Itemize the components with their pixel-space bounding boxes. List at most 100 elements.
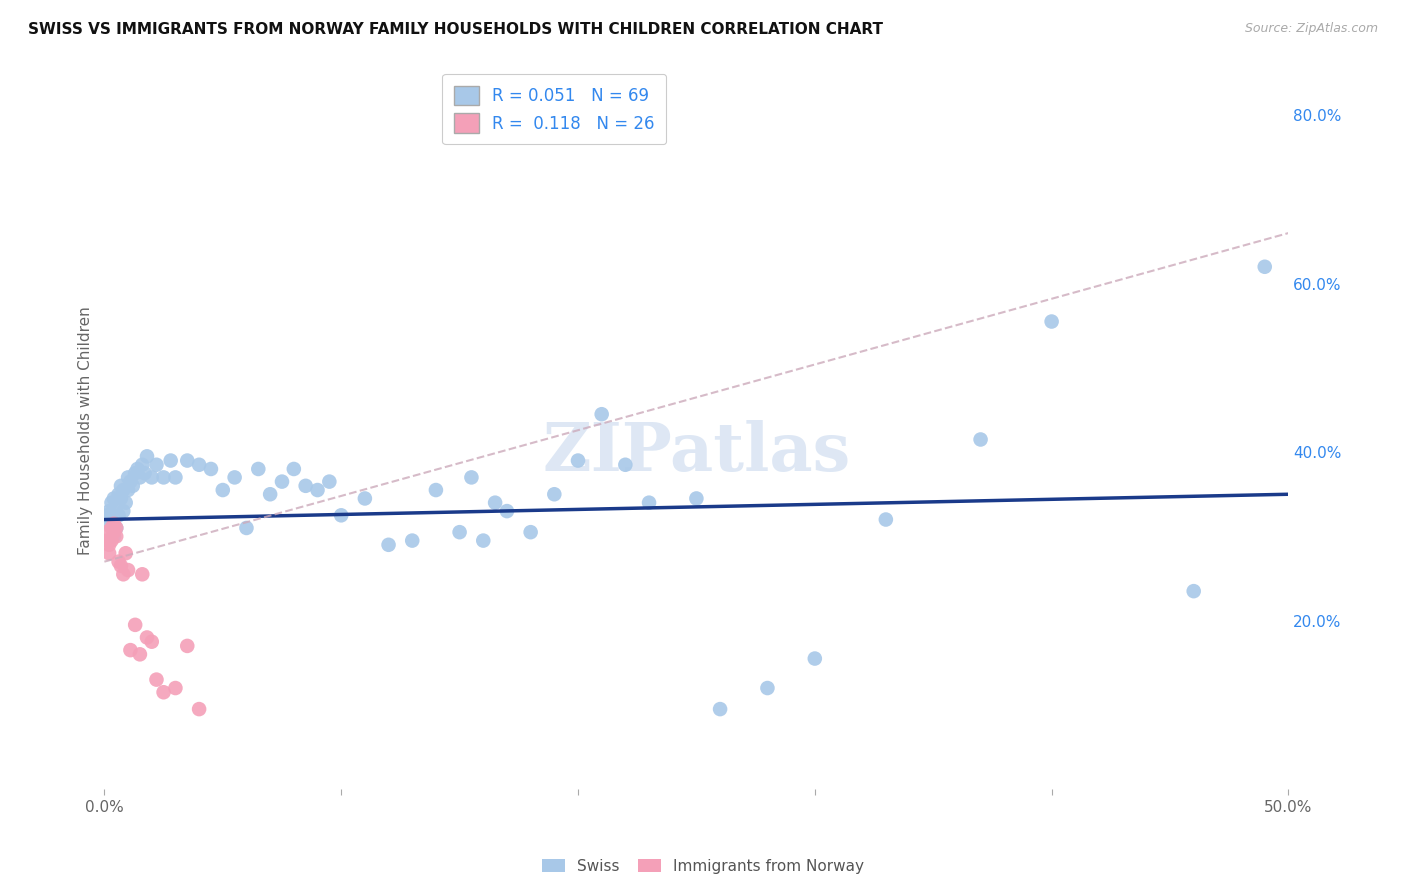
Point: [129, 470, 152, 484]
Point: [176, 453, 198, 467]
Point: [136, 450, 159, 464]
Point: [271, 475, 294, 489]
Point: [145, 458, 167, 472]
Point: [567, 453, 589, 467]
Point: [200, 462, 222, 476]
Point: [124, 618, 146, 632]
Point: [100, 533, 122, 548]
Point: [117, 470, 139, 484]
Point: [120, 475, 142, 489]
Point: [96, 525, 118, 540]
Point: [1182, 584, 1205, 599]
Point: [114, 496, 136, 510]
Point: [449, 525, 471, 540]
Point: [110, 491, 132, 506]
Point: [100, 521, 122, 535]
Point: [117, 563, 139, 577]
Point: [259, 487, 281, 501]
Point: [117, 483, 139, 497]
Point: [969, 433, 991, 447]
Point: [1040, 314, 1063, 328]
Point: [105, 521, 128, 535]
Point: [105, 500, 128, 514]
Point: [307, 483, 329, 497]
Point: [354, 491, 377, 506]
Point: [107, 508, 129, 523]
Point: [294, 479, 316, 493]
Point: [152, 685, 174, 699]
Point: [112, 483, 135, 497]
Point: [875, 512, 897, 526]
Point: [709, 702, 731, 716]
Point: [165, 470, 187, 484]
Point: [134, 466, 156, 480]
Point: [105, 529, 128, 543]
Point: [460, 470, 482, 484]
Point: [318, 475, 340, 489]
Point: [112, 567, 135, 582]
Point: [141, 470, 163, 484]
Point: [110, 558, 132, 573]
Point: [121, 479, 143, 493]
Point: [98, 516, 121, 531]
Y-axis label: Family Households with Children: Family Households with Children: [79, 307, 93, 556]
Point: [96, 508, 118, 523]
Point: [496, 504, 519, 518]
Point: [685, 491, 707, 506]
Point: [401, 533, 423, 548]
Point: [804, 651, 827, 665]
Legend: R = 0.051   N = 69, R =  0.118   N = 26: R = 0.051 N = 69, R = 0.118 N = 26: [443, 74, 666, 145]
Point: [519, 525, 541, 540]
Point: [145, 673, 167, 687]
Point: [235, 521, 257, 535]
Point: [98, 504, 121, 518]
Legend: Swiss, Immigrants from Norway: Swiss, Immigrants from Norway: [536, 853, 870, 880]
Point: [224, 470, 246, 484]
Point: [756, 681, 779, 695]
Point: [136, 631, 159, 645]
Point: [103, 529, 125, 543]
Point: [98, 538, 121, 552]
Point: [114, 546, 136, 560]
Point: [129, 648, 152, 662]
Point: [141, 634, 163, 648]
Point: [1254, 260, 1277, 274]
Point: [107, 555, 129, 569]
Point: [211, 483, 233, 497]
Point: [112, 504, 135, 518]
Point: [107, 487, 129, 501]
Text: Source: ZipAtlas.com: Source: ZipAtlas.com: [1244, 22, 1378, 36]
Point: [543, 487, 565, 501]
Text: SWISS VS IMMIGRANTS FROM NORWAY FAMILY HOUSEHOLDS WITH CHILDREN CORRELATION CHAR: SWISS VS IMMIGRANTS FROM NORWAY FAMILY H…: [28, 22, 883, 37]
Point: [472, 533, 495, 548]
Point: [103, 525, 125, 540]
Text: ZIPatlas: ZIPatlas: [543, 420, 851, 485]
Point: [247, 462, 270, 476]
Point: [96, 533, 118, 548]
Point: [100, 512, 122, 526]
Point: [110, 479, 132, 493]
Point: [100, 496, 122, 510]
Point: [330, 508, 353, 523]
Point: [188, 458, 211, 472]
Point: [120, 643, 142, 657]
Point: [105, 521, 128, 535]
Point: [127, 462, 149, 476]
Point: [638, 496, 661, 510]
Point: [98, 546, 121, 560]
Point: [152, 470, 174, 484]
Point: [131, 458, 153, 472]
Point: [176, 639, 198, 653]
Point: [283, 462, 305, 476]
Point: [103, 491, 125, 506]
Point: [377, 538, 399, 552]
Point: [425, 483, 447, 497]
Point: [124, 466, 146, 480]
Point: [591, 407, 613, 421]
Point: [159, 453, 181, 467]
Point: [484, 496, 506, 510]
Point: [165, 681, 187, 695]
Point: [188, 702, 211, 716]
Point: [131, 567, 153, 582]
Point: [103, 516, 125, 531]
